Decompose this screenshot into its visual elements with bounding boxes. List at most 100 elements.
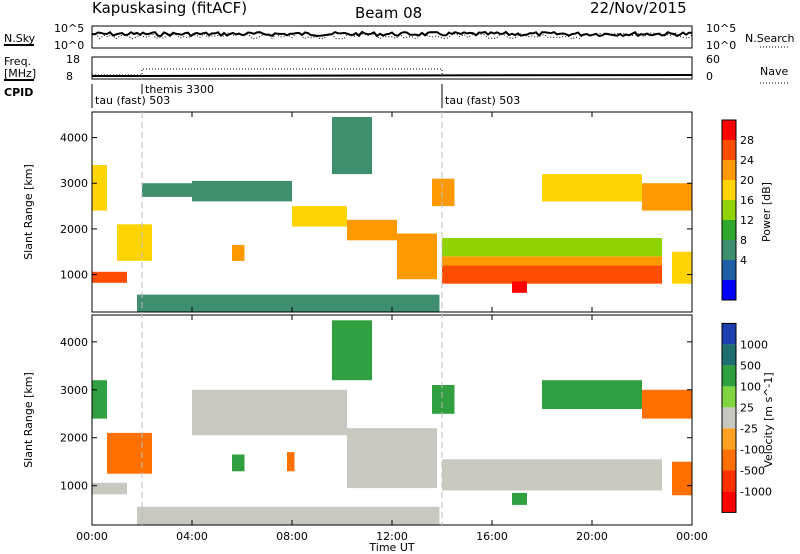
heatmap-cell bbox=[332, 320, 372, 381]
heatmap-cell bbox=[232, 454, 245, 472]
power-colorbar: 28 24 20 16 12 8 4 bbox=[721, 119, 754, 301]
cpid-segment-3: tau (fast) 503 bbox=[445, 94, 520, 107]
freq-tick-bottom: 8 bbox=[66, 70, 73, 83]
x-tick-label: 16:00 bbox=[476, 530, 508, 543]
power-panel: 1000 2000 3000 4000 Slant Range [km] 28 24 20… bbox=[22, 111, 773, 313]
heatmap-cell bbox=[137, 294, 440, 312]
heatmap-cell bbox=[642, 389, 692, 419]
heatmap-cell bbox=[542, 380, 642, 409]
nsearch-trace bbox=[91, 32, 693, 40]
colorbar-tick-label: -500 bbox=[740, 464, 765, 477]
nsky-tick-top: 10^5 bbox=[54, 22, 84, 35]
heatmap-cell bbox=[92, 380, 107, 419]
heatmap-cell bbox=[117, 224, 152, 261]
power-y-axis: 1000 2000 3000 4000 bbox=[60, 132, 692, 282]
heatmap-cell bbox=[347, 219, 397, 241]
power-heatmap bbox=[92, 117, 692, 312]
heatmap-cell bbox=[92, 482, 127, 495]
colorbar-swatch bbox=[722, 386, 736, 408]
heatmap-cell bbox=[192, 389, 347, 436]
heatmap-cell bbox=[292, 206, 347, 227]
heatmap-cell bbox=[512, 281, 527, 293]
nsearch-label: N.Search bbox=[745, 32, 795, 45]
colorbar-tick-label: 16 bbox=[740, 194, 754, 207]
colorbar-swatch bbox=[722, 240, 736, 260]
heatmap-cell bbox=[287, 452, 295, 472]
colorbar-swatch bbox=[722, 120, 736, 140]
heatmap-cell bbox=[442, 238, 662, 257]
y-tick-label: 1000 bbox=[60, 269, 88, 282]
date-title: 22/Nov/2015 bbox=[590, 0, 687, 17]
x-axis-label: Time UT bbox=[368, 541, 414, 554]
heatmap-cell bbox=[192, 180, 292, 202]
colorbar-swatch bbox=[722, 260, 736, 280]
colorbar-swatch bbox=[722, 323, 736, 345]
y-tick-label: 2000 bbox=[60, 432, 88, 445]
heatmap-cell bbox=[672, 251, 692, 284]
heatmap-cell bbox=[142, 183, 192, 197]
velocity-ylabel: Slant Range [km] bbox=[22, 372, 35, 468]
colorbar-frame bbox=[721, 119, 737, 301]
heatmap-cell bbox=[397, 233, 437, 280]
nsky-trace bbox=[91, 30, 693, 38]
nsky-right-tick-top: 10^5 bbox=[706, 22, 736, 35]
freq-unit: [MHz] bbox=[4, 67, 36, 80]
freq-label: Freq. bbox=[4, 55, 31, 68]
freq-trace bbox=[91, 74, 693, 77]
colorbar-swatch bbox=[722, 160, 736, 180]
x-tick-label: 08:00 bbox=[276, 530, 308, 543]
station-title: Kapuskasing (fitACF) bbox=[92, 0, 247, 17]
cpid-label: CPID bbox=[4, 86, 33, 99]
y-tick-label: 3000 bbox=[60, 177, 88, 190]
x-tick-label: 04:00 bbox=[176, 530, 208, 543]
nave-tick-top: 60 bbox=[706, 53, 720, 66]
heatmap-cell bbox=[137, 506, 440, 525]
y-tick-label: 3000 bbox=[60, 384, 88, 397]
colorbar-tick-label: 20 bbox=[740, 174, 754, 187]
heatmap-cell bbox=[107, 432, 152, 474]
power-colorbar-label: Power [dB] bbox=[760, 182, 773, 242]
colorbar-tick-label: -1000 bbox=[740, 485, 772, 498]
y-tick-label: 4000 bbox=[60, 132, 88, 145]
colorbar-tick-label: 28 bbox=[740, 134, 754, 147]
velocity-colorbar-label: Velocity [m s^-1] bbox=[762, 372, 775, 467]
colorbar-swatch bbox=[722, 180, 736, 200]
velocity-heatmap bbox=[92, 320, 692, 525]
colorbar-swatch bbox=[722, 365, 736, 387]
nsky-panel: N.Sky 10^5 10^0 10^5 10^0 N.Search bbox=[4, 22, 795, 52]
x-tick-label: 20:00 bbox=[576, 530, 608, 543]
cpid-segment-2: themis 3300 bbox=[145, 83, 214, 96]
colorbar-tick-label: 4 bbox=[740, 254, 747, 267]
heatmap-cell bbox=[672, 461, 692, 496]
heatmap-cell bbox=[442, 265, 662, 284]
heatmap-cell bbox=[347, 428, 437, 489]
heatmap-cell bbox=[642, 183, 692, 211]
colorbar-swatch bbox=[722, 344, 736, 366]
freq-panel: Freq. [MHz] 18 8 60 0 Nave bbox=[4, 53, 790, 84]
colorbar-tick-label: 25 bbox=[740, 401, 754, 414]
freq-tick-top: 18 bbox=[66, 53, 80, 66]
velocity-y-axis: 1000 2000 3000 4000 bbox=[60, 336, 692, 493]
heatmap-cell bbox=[432, 385, 455, 414]
colorbar-frame bbox=[721, 322, 737, 513]
nave-label: Nave bbox=[760, 65, 788, 78]
colorbar-swatch bbox=[722, 220, 736, 240]
nsky-tick-bottom: 10^0 bbox=[54, 39, 84, 52]
y-tick-label: 1000 bbox=[60, 480, 88, 493]
colorbar-swatch bbox=[722, 449, 736, 471]
colorbar-swatch bbox=[722, 200, 736, 220]
x-tick-label: 00:00 bbox=[76, 530, 108, 543]
colorbar-tick-label: 8 bbox=[740, 234, 747, 247]
colorbar-tick-label: 1000 bbox=[740, 338, 768, 351]
heatmap-cell bbox=[542, 174, 642, 202]
heatmap-cell bbox=[92, 165, 107, 211]
colorbar-swatch bbox=[722, 407, 736, 429]
heatmap-cell bbox=[512, 492, 527, 505]
nsky-right-tick-bottom: 10^0 bbox=[706, 39, 736, 52]
velocity-colorbar: 1000 500 100 25 -25 -100 -500 -1000 bbox=[721, 322, 772, 513]
colorbar-tick-label: -25 bbox=[740, 422, 758, 435]
colorbar-tick-label: 12 bbox=[740, 214, 754, 227]
colorbar-swatch bbox=[722, 470, 736, 492]
x-tick-label: 12:00 bbox=[376, 530, 408, 543]
